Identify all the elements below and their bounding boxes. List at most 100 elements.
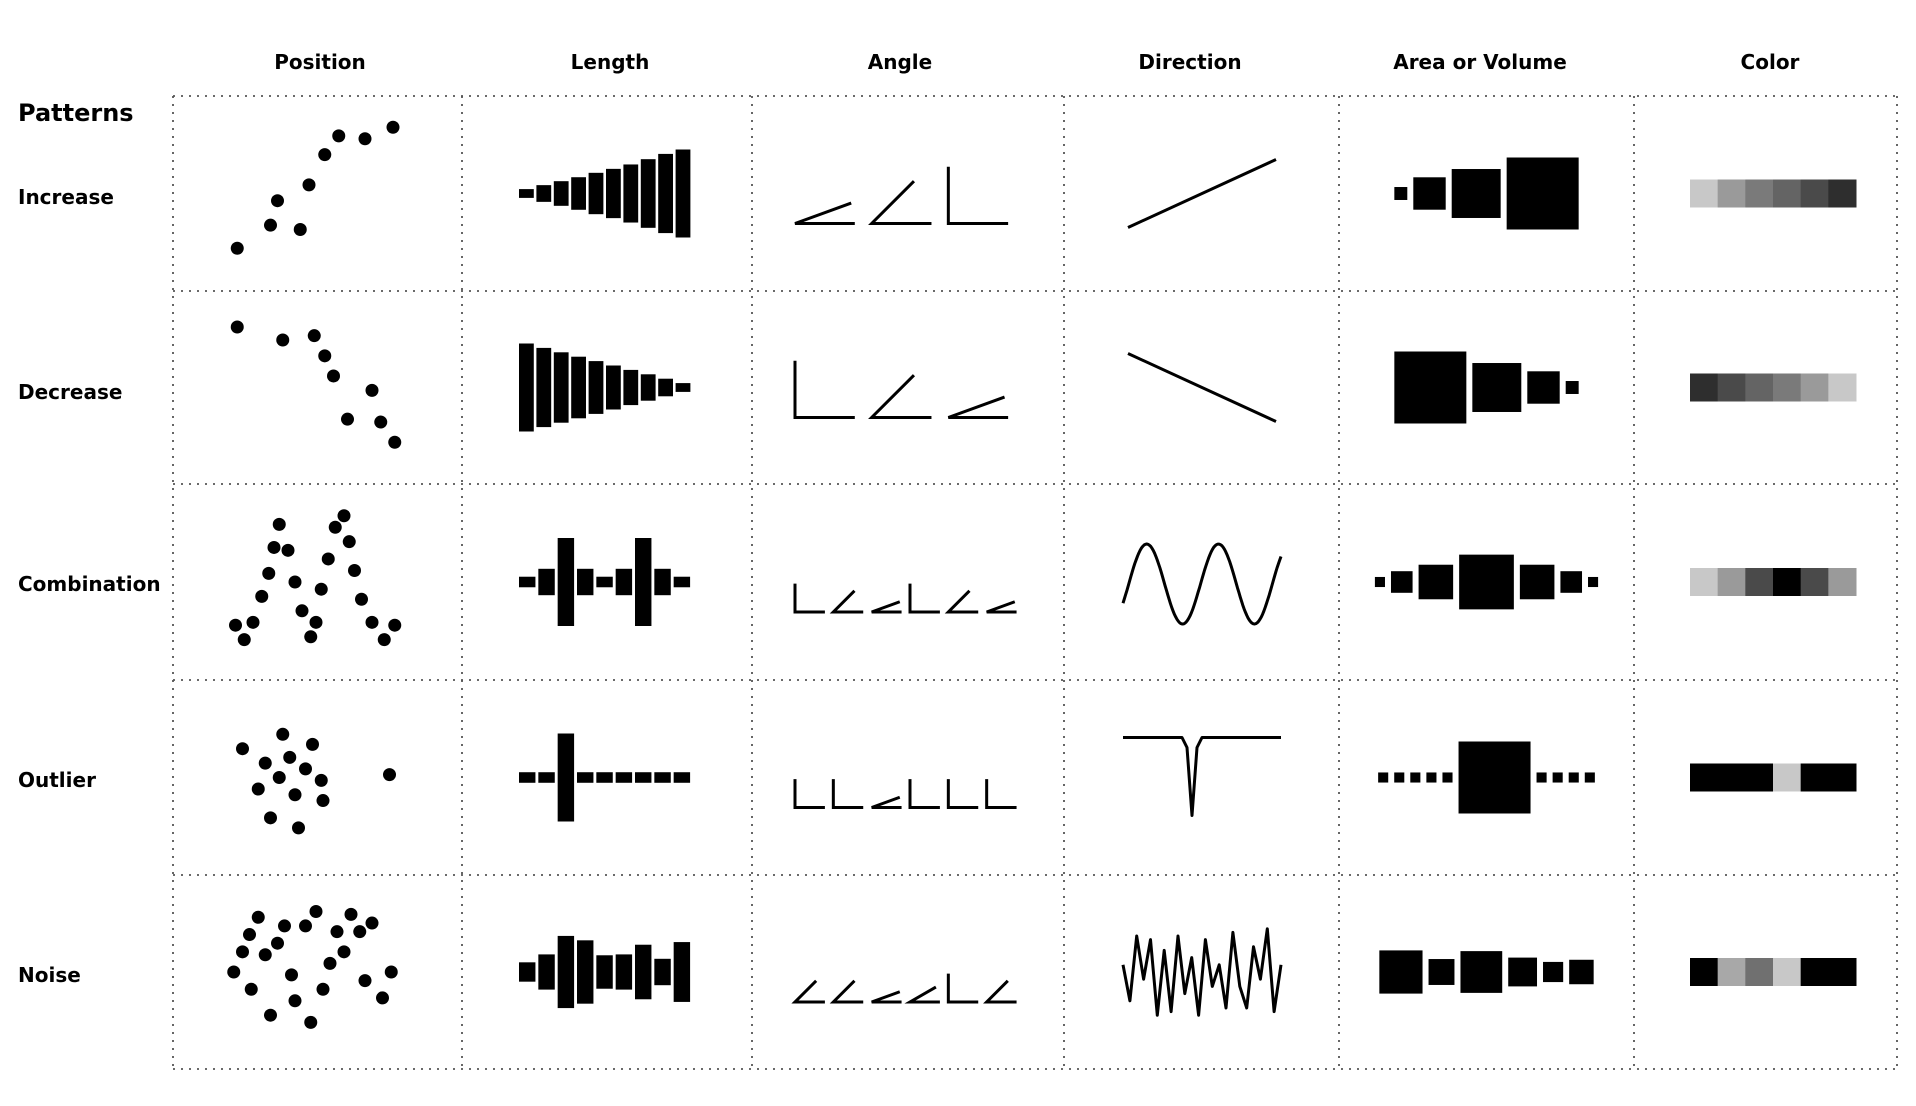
position-dot xyxy=(299,919,312,933)
angle-glyph xyxy=(985,779,1017,809)
position-dot xyxy=(321,552,335,566)
length-bar xyxy=(673,942,691,1002)
position-dot xyxy=(299,762,312,776)
position-dot xyxy=(344,907,358,921)
position-dot xyxy=(337,945,351,959)
direction-line xyxy=(1127,158,1277,229)
position-dot xyxy=(365,615,379,629)
length-bar xyxy=(635,538,652,626)
length-bar xyxy=(553,181,569,206)
position-dot xyxy=(236,945,249,959)
column-header-direction: Direction xyxy=(1138,50,1242,74)
color-swatch xyxy=(1773,373,1802,402)
length-bar xyxy=(640,374,656,401)
length-bar xyxy=(615,568,633,596)
area-square xyxy=(1410,772,1421,783)
color-swatch xyxy=(1828,568,1857,596)
position-dot xyxy=(353,925,367,939)
length-bar xyxy=(635,944,652,1000)
area-square xyxy=(1506,157,1579,230)
length-bar xyxy=(675,383,691,392)
color-swatch xyxy=(1717,763,1746,792)
length-bar xyxy=(536,185,552,202)
position-dot xyxy=(272,517,286,531)
angle-glyph xyxy=(986,600,1017,614)
length-bar xyxy=(596,955,613,989)
angle-glyph xyxy=(868,180,932,225)
area-square xyxy=(1459,554,1514,610)
length-bar xyxy=(557,935,575,1009)
position-dot xyxy=(384,965,398,979)
color-swatch xyxy=(1773,568,1802,596)
area-square xyxy=(1552,772,1563,783)
color-swatch xyxy=(1828,373,1857,402)
position-dot xyxy=(304,630,318,644)
length-bar xyxy=(615,954,633,990)
length-bar xyxy=(673,772,691,783)
row-label-decrease: Decrease xyxy=(18,380,123,404)
length-bar xyxy=(635,772,652,783)
area-square xyxy=(1428,959,1455,985)
area-square xyxy=(1519,564,1555,600)
area-square xyxy=(1584,772,1595,783)
angle-glyph xyxy=(871,795,902,809)
color-swatch xyxy=(1745,179,1774,208)
length-bar xyxy=(596,576,613,588)
position-dot xyxy=(285,968,298,982)
column-header-length: Length xyxy=(570,50,650,74)
angle-glyph xyxy=(793,779,825,809)
position-dot xyxy=(264,1008,277,1022)
position-dot xyxy=(309,615,323,629)
angle-glyph xyxy=(946,166,1009,225)
color-swatch xyxy=(1745,373,1774,402)
angle-glyph xyxy=(946,973,979,1004)
position-dot xyxy=(330,925,344,939)
length-bar xyxy=(623,164,639,223)
position-dot xyxy=(374,415,388,429)
position-dot xyxy=(230,241,244,255)
position-dot xyxy=(318,148,332,162)
patterns-title: Patterns xyxy=(18,99,134,127)
color-swatch xyxy=(1828,958,1857,986)
area-square xyxy=(1565,381,1579,394)
position-dot xyxy=(278,919,291,933)
color-swatch xyxy=(1717,373,1746,402)
column-header-color: Color xyxy=(1740,50,1800,74)
length-bar xyxy=(606,365,621,410)
angle-glyph xyxy=(944,589,979,614)
position-dot xyxy=(388,435,402,449)
color-swatch xyxy=(1690,373,1719,402)
position-dot xyxy=(314,773,328,787)
position-dot xyxy=(271,936,284,950)
color-swatch xyxy=(1745,763,1774,792)
position-dot xyxy=(328,520,342,534)
length-bar xyxy=(654,772,671,783)
length-bar xyxy=(519,189,534,198)
area-square xyxy=(1458,741,1531,814)
angle-glyph xyxy=(946,779,979,809)
column-header-area-or-volume: Area or Volume xyxy=(1393,50,1567,74)
area-square xyxy=(1394,187,1408,200)
row-label-combination: Combination xyxy=(18,572,161,596)
length-bar xyxy=(519,772,536,783)
angle-glyph xyxy=(793,583,825,614)
angle-glyph xyxy=(983,979,1017,1004)
area-square xyxy=(1568,772,1579,783)
position-dot xyxy=(383,768,396,782)
position-dot xyxy=(376,991,389,1005)
area-square xyxy=(1394,772,1405,783)
length-bar xyxy=(596,772,613,783)
color-swatch xyxy=(1773,763,1802,792)
angle-glyph xyxy=(829,589,864,614)
position-dot xyxy=(306,737,319,751)
length-bar xyxy=(606,168,621,219)
area-square xyxy=(1379,950,1423,994)
position-dot xyxy=(271,194,284,208)
position-dot xyxy=(316,982,330,996)
position-dot xyxy=(302,178,316,192)
position-dot xyxy=(358,132,372,146)
angle-glyph xyxy=(908,583,940,614)
angle-glyph xyxy=(829,979,864,1004)
color-swatch xyxy=(1690,958,1719,986)
length-bar xyxy=(658,378,673,397)
